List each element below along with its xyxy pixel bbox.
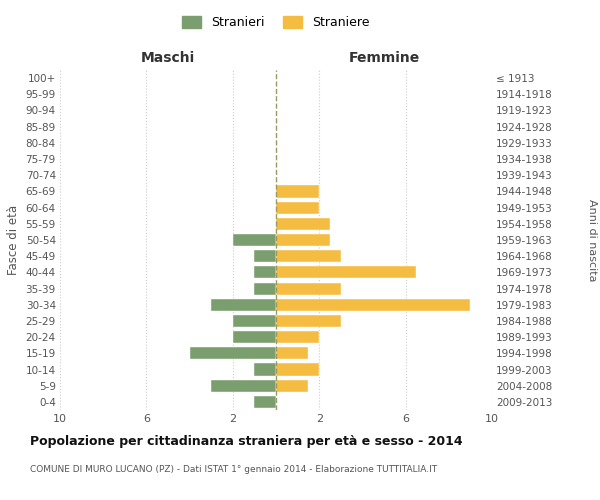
- Legend: Stranieri, Straniere: Stranieri, Straniere: [178, 11, 374, 34]
- Bar: [211, 298, 276, 311]
- Bar: [233, 315, 276, 327]
- Bar: [254, 396, 276, 408]
- Bar: [254, 266, 276, 278]
- Bar: [276, 298, 470, 311]
- Text: Maschi: Maschi: [141, 51, 195, 65]
- Y-axis label: Fasce di età: Fasce di età: [7, 205, 20, 275]
- Bar: [276, 186, 319, 198]
- Bar: [211, 380, 276, 392]
- Bar: [276, 234, 330, 246]
- Text: COMUNE DI MURO LUCANO (PZ) - Dati ISTAT 1° gennaio 2014 - Elaborazione TUTTITALI: COMUNE DI MURO LUCANO (PZ) - Dati ISTAT …: [30, 465, 437, 474]
- Text: Femmine: Femmine: [349, 51, 419, 65]
- Bar: [254, 282, 276, 294]
- Bar: [254, 250, 276, 262]
- Bar: [276, 218, 330, 230]
- Bar: [276, 250, 341, 262]
- Bar: [276, 282, 341, 294]
- Bar: [190, 348, 276, 360]
- Bar: [276, 364, 319, 376]
- Bar: [233, 331, 276, 343]
- Bar: [276, 348, 308, 360]
- Bar: [276, 331, 319, 343]
- Text: Popolazione per cittadinanza straniera per età e sesso - 2014: Popolazione per cittadinanza straniera p…: [30, 435, 463, 448]
- Bar: [276, 202, 319, 213]
- Text: Anni di nascita: Anni di nascita: [587, 198, 597, 281]
- Bar: [276, 315, 341, 327]
- Bar: [254, 364, 276, 376]
- Bar: [276, 266, 416, 278]
- Bar: [233, 234, 276, 246]
- Bar: [276, 380, 308, 392]
